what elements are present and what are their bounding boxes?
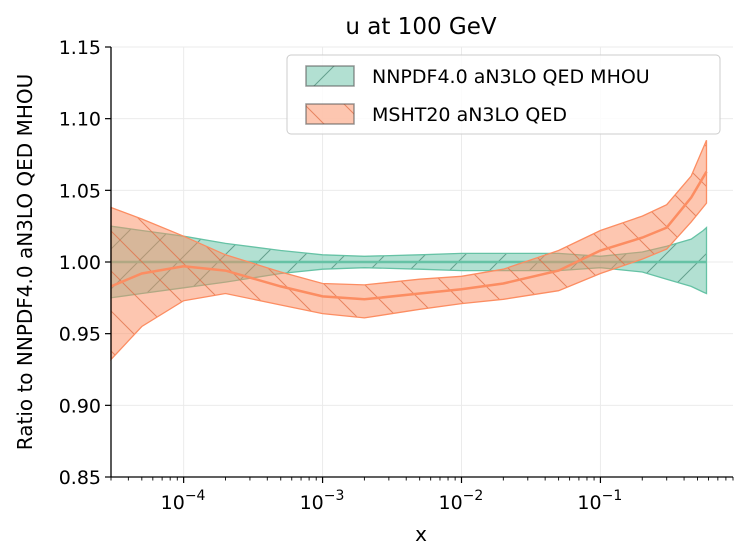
- y-tick-label: 1.10: [59, 109, 101, 131]
- legend-entry-1-label: NNPDF4.0 aN3LO QED MHOU: [372, 66, 650, 88]
- axes: 0.85 0.90 0.95 1.00 1.05 1.10 1.15 10−4 10−3 10−2…: [59, 37, 734, 514]
- legend-entry-2-swatch-border: [305, 103, 355, 125]
- plot-area: [110, 139, 708, 362]
- series-2-central-line: [110, 171, 708, 301]
- y-tick-label: 0.90: [59, 395, 101, 417]
- legend: NNPDF4.0 aN3LO QED MHOU MSHT20 aN3LO QED: [286, 54, 721, 135]
- y-tick-label: 1.05: [59, 180, 101, 202]
- legend-entry-1-swatch-border: [305, 65, 355, 87]
- x-axis-label: x: [415, 522, 427, 546]
- x-tick-label: 10−3: [300, 488, 345, 514]
- y-tick-label: 1.15: [59, 37, 101, 59]
- series-2-band-outline: [110, 139, 708, 362]
- legend-box: [286, 54, 721, 135]
- x-tick-label: 10−2: [438, 488, 483, 514]
- y-tick-label: 0.95: [59, 324, 101, 346]
- x-tick-label: 10−1: [577, 488, 622, 514]
- y-axis-label: Ratio to NNPDF4.0 aN3LO QED MHOU: [13, 74, 37, 450]
- y-tick-label: 1.00: [59, 252, 101, 274]
- y-tick-label: 0.85: [59, 467, 101, 489]
- chart-title: u at 100 GeV: [345, 14, 496, 40]
- x-tick-label: 10−4: [161, 488, 206, 514]
- legend-entry-2-label: MSHT20 aN3LO QED: [372, 104, 567, 126]
